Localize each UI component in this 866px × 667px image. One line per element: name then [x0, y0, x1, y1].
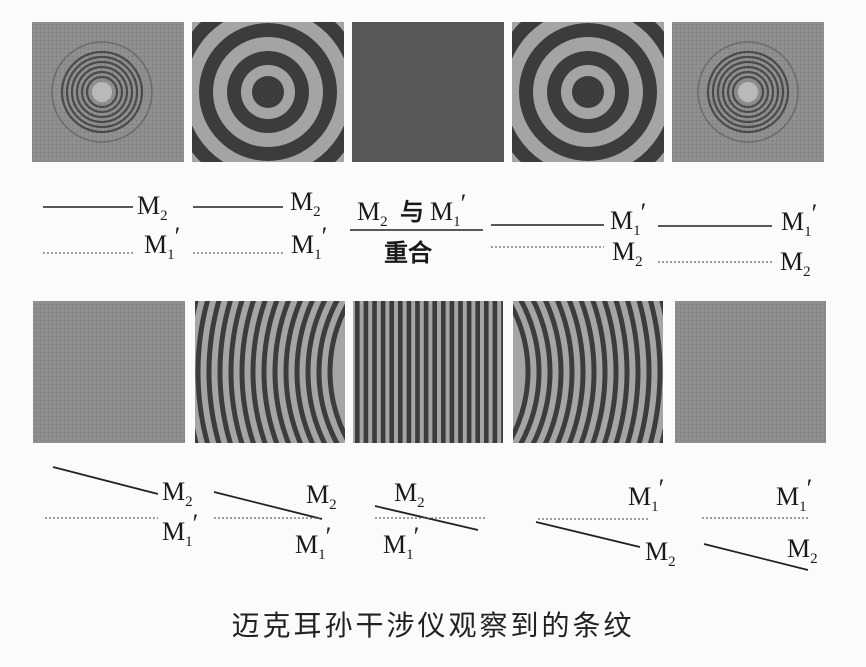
- mirror-diagram-9: M1′ M2: [536, 474, 676, 570]
- fringe-line: [501, 301, 506, 443]
- fringe-line: [450, 301, 455, 443]
- mirror-diagram-10: M1′ M2: [702, 474, 818, 570]
- svg-text:M1′: M1′: [295, 522, 331, 563]
- svg-text:M2: M2: [357, 197, 388, 230]
- fringe-center: [738, 82, 758, 102]
- fringe-line: [398, 301, 403, 443]
- fringe-line: [432, 301, 437, 443]
- svg-text:M2: M2: [787, 534, 818, 567]
- svg-text:M2: M2: [137, 191, 168, 224]
- fringe-line: [424, 301, 429, 443]
- svg-text:M1′: M1′: [430, 189, 466, 230]
- svg-text:M1′: M1′: [776, 474, 812, 515]
- fringe-line: [484, 301, 489, 443]
- fringe-line: [355, 301, 360, 443]
- panel-6-uniform-field: [33, 301, 185, 443]
- svg-text:M1′: M1′: [610, 198, 646, 239]
- mirror-diagram-5: M1′ M2: [658, 199, 817, 280]
- fringe-line: [415, 301, 420, 443]
- svg-text:M1′: M1′: [144, 222, 180, 263]
- mirror-diagram-7: M2 M1′: [214, 480, 337, 563]
- fringe-line: [441, 301, 446, 443]
- svg-text:重合: 重合: [384, 239, 433, 267]
- svg-text:M1′: M1′: [383, 522, 419, 563]
- panel-10-uniform-field: [675, 301, 826, 443]
- svg-text:与: 与: [400, 198, 424, 226]
- svg-text:M2: M2: [290, 187, 321, 220]
- fringe-center: [572, 76, 604, 108]
- svg-text:M2: M2: [645, 537, 676, 570]
- fringe-center: [92, 82, 112, 102]
- figure-caption: 迈克耳孙干涉仪观察到的条纹: [0, 604, 866, 644]
- fringe-line: [407, 301, 412, 443]
- svg-text:M1′: M1′: [628, 474, 664, 515]
- fringe-line: [458, 301, 463, 443]
- mirror-diagram-2: M2 M1′: [193, 187, 327, 263]
- svg-text:M1′: M1′: [781, 199, 817, 240]
- fringe-line: [372, 301, 377, 443]
- fringe-line: [389, 301, 394, 443]
- svg-text:M2: M2: [394, 478, 425, 511]
- panel-1-small-rings: [32, 22, 184, 162]
- svg-text:M2: M2: [780, 247, 811, 280]
- fringe-line: [493, 301, 498, 443]
- fringe-line: [467, 301, 472, 443]
- mirror-diagram-4: M1′ M2: [491, 198, 646, 270]
- svg-text:M2: M2: [612, 237, 643, 270]
- svg-text:M2: M2: [162, 477, 193, 510]
- mirror-diagram-8: M2 M1′: [375, 478, 487, 563]
- mirror-diagram-6: M2 M1′: [45, 467, 198, 550]
- panel-8-straight-fringes: [353, 301, 506, 443]
- mirror-diagram-3-coincide: M2 与 M1′ 重合: [350, 189, 483, 267]
- panel-3-uniform-field: [352, 22, 504, 162]
- svg-text:M2: M2: [306, 480, 337, 513]
- fringe-line: [475, 301, 480, 443]
- fringe-center: [252, 76, 284, 108]
- fringe-line: [364, 301, 369, 443]
- svg-text:M1′: M1′: [162, 509, 198, 550]
- mirror-diagram-1: M2 M1′: [43, 191, 180, 263]
- svg-text:M1′: M1′: [291, 222, 327, 263]
- panel-5-small-rings: [672, 22, 824, 162]
- fringe-line: [381, 301, 386, 443]
